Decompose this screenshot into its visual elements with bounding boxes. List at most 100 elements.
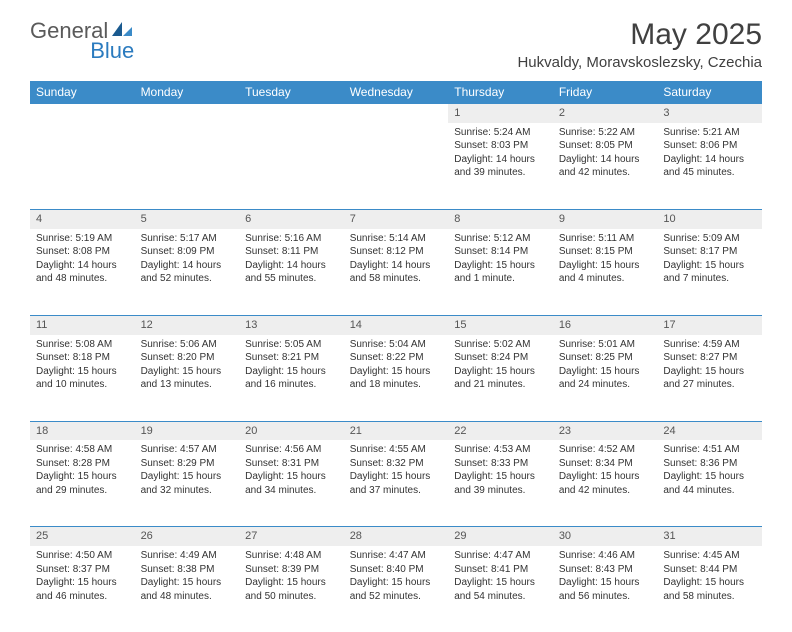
- sunset-text: Sunset: 8:36 PM: [663, 457, 756, 471]
- daylight-text-2: and 4 minutes.: [559, 272, 652, 286]
- day-number: 14: [344, 315, 449, 335]
- dow-wednesday: Wednesday: [344, 81, 449, 103]
- day-content: Sunrise: 5:24 AMSunset: 8:03 PMDaylight:…: [448, 123, 553, 186]
- day-content: Sunrise: 5:22 AMSunset: 8:05 PMDaylight:…: [553, 123, 658, 186]
- week-content-row: Sunrise: 5:24 AMSunset: 8:03 PMDaylight:…: [30, 123, 762, 209]
- day-number: 13: [239, 315, 344, 335]
- sunrise-text: Sunrise: 4:59 AM: [663, 338, 756, 352]
- day-content: Sunrise: 5:02 AMSunset: 8:24 PMDaylight:…: [448, 335, 553, 398]
- week-daynum-row: 45678910: [30, 209, 762, 229]
- day-content: Sunrise: 4:45 AMSunset: 8:44 PMDaylight:…: [657, 546, 762, 609]
- day-content: Sunrise: 4:50 AMSunset: 8:37 PMDaylight:…: [30, 546, 135, 609]
- daylight-text-1: Daylight: 15 hours: [245, 576, 338, 590]
- dow-monday: Monday: [135, 81, 240, 103]
- sunrise-text: Sunrise: 4:45 AM: [663, 549, 756, 563]
- sunset-text: Sunset: 8:41 PM: [454, 563, 547, 577]
- sunrise-text: Sunrise: 4:52 AM: [559, 443, 652, 457]
- day-content: Sunrise: 4:56 AMSunset: 8:31 PMDaylight:…: [239, 440, 344, 503]
- daylight-text-2: and 10 minutes.: [36, 378, 129, 392]
- day-number: 5: [135, 209, 240, 229]
- daylight-text-1: Daylight: 14 hours: [454, 153, 547, 167]
- sunset-text: Sunset: 8:05 PM: [559, 139, 652, 153]
- sunset-text: Sunset: 8:44 PM: [663, 563, 756, 577]
- sunrise-text: Sunrise: 4:57 AM: [141, 443, 234, 457]
- week-content-row: Sunrise: 5:19 AMSunset: 8:08 PMDaylight:…: [30, 229, 762, 315]
- dow-sunday: Sunday: [30, 81, 135, 103]
- sunrise-text: Sunrise: 5:17 AM: [141, 232, 234, 246]
- day-number: 11: [30, 315, 135, 335]
- week-daynum-row: 11121314151617: [30, 315, 762, 335]
- daylight-text-1: Daylight: 14 hours: [245, 259, 338, 273]
- daylight-text-2: and 50 minutes.: [245, 590, 338, 604]
- empty-day: [344, 103, 449, 123]
- day-content: Sunrise: 4:46 AMSunset: 8:43 PMDaylight:…: [553, 546, 658, 609]
- sunrise-text: Sunrise: 5:22 AM: [559, 126, 652, 140]
- empty-day: [30, 103, 135, 123]
- day-content: Sunrise: 5:08 AMSunset: 8:18 PMDaylight:…: [30, 335, 135, 398]
- sunrise-text: Sunrise: 4:48 AM: [245, 549, 338, 563]
- day-content: Sunrise: 4:51 AMSunset: 8:36 PMDaylight:…: [657, 440, 762, 503]
- dow-thursday: Thursday: [448, 81, 553, 103]
- daylight-text-1: Daylight: 14 hours: [350, 259, 443, 273]
- week-content-row: Sunrise: 4:50 AMSunset: 8:37 PMDaylight:…: [30, 546, 762, 632]
- day-number: 4: [30, 209, 135, 229]
- daylight-text-1: Daylight: 15 hours: [36, 365, 129, 379]
- sunset-text: Sunset: 8:27 PM: [663, 351, 756, 365]
- daylight-text-2: and 52 minutes.: [350, 590, 443, 604]
- sunset-text: Sunset: 8:20 PM: [141, 351, 234, 365]
- sunset-text: Sunset: 8:29 PM: [141, 457, 234, 471]
- day-content: Sunrise: 5:01 AMSunset: 8:25 PMDaylight:…: [553, 335, 658, 398]
- day-content: Sunrise: 4:58 AMSunset: 8:28 PMDaylight:…: [30, 440, 135, 503]
- sunset-text: Sunset: 8:11 PM: [245, 245, 338, 259]
- daylight-text-2: and 52 minutes.: [141, 272, 234, 286]
- sunset-text: Sunset: 8:21 PM: [245, 351, 338, 365]
- day-content: Sunrise: 5:06 AMSunset: 8:20 PMDaylight:…: [135, 335, 240, 398]
- sunset-text: Sunset: 8:22 PM: [350, 351, 443, 365]
- daylight-text-2: and 55 minutes.: [245, 272, 338, 286]
- day-content: Sunrise: 5:11 AMSunset: 8:15 PMDaylight:…: [553, 229, 658, 292]
- day-number: 20: [239, 421, 344, 441]
- sunrise-text: Sunrise: 5:08 AM: [36, 338, 129, 352]
- sunset-text: Sunset: 8:18 PM: [36, 351, 129, 365]
- day-content: Sunrise: 4:57 AMSunset: 8:29 PMDaylight:…: [135, 440, 240, 503]
- sunset-text: Sunset: 8:34 PM: [559, 457, 652, 471]
- daylight-text-1: Daylight: 15 hours: [350, 470, 443, 484]
- sunrise-text: Sunrise: 5:12 AM: [454, 232, 547, 246]
- day-number: 19: [135, 421, 240, 441]
- daylight-text-1: Daylight: 15 hours: [245, 365, 338, 379]
- daylight-text-1: Daylight: 15 hours: [454, 365, 547, 379]
- dow-row: Sunday Monday Tuesday Wednesday Thursday…: [30, 81, 762, 103]
- day-content: Sunrise: 4:47 AMSunset: 8:41 PMDaylight:…: [448, 546, 553, 609]
- day-content: Sunrise: 4:59 AMSunset: 8:27 PMDaylight:…: [657, 335, 762, 398]
- daylight-text-2: and 44 minutes.: [663, 484, 756, 498]
- day-number: 29: [448, 526, 553, 546]
- sunrise-text: Sunrise: 5:19 AM: [36, 232, 129, 246]
- daylight-text-1: Daylight: 15 hours: [663, 576, 756, 590]
- logo: GeneralBlue: [30, 18, 134, 64]
- sunset-text: Sunset: 8:31 PM: [245, 457, 338, 471]
- daylight-text-2: and 34 minutes.: [245, 484, 338, 498]
- daylight-text-2: and 46 minutes.: [36, 590, 129, 604]
- day-number: 24: [657, 421, 762, 441]
- logo-text-blue: Blue: [90, 38, 134, 63]
- sunrise-text: Sunrise: 5:14 AM: [350, 232, 443, 246]
- daylight-text-2: and 45 minutes.: [663, 166, 756, 180]
- daylight-text-1: Daylight: 15 hours: [350, 576, 443, 590]
- week-content-row: Sunrise: 5:08 AMSunset: 8:18 PMDaylight:…: [30, 335, 762, 421]
- sunset-text: Sunset: 8:37 PM: [36, 563, 129, 577]
- sunrise-text: Sunrise: 4:49 AM: [141, 549, 234, 563]
- day-number: 15: [448, 315, 553, 335]
- daylight-text-1: Daylight: 15 hours: [559, 365, 652, 379]
- sunset-text: Sunset: 8:43 PM: [559, 563, 652, 577]
- daylight-text-1: Daylight: 14 hours: [141, 259, 234, 273]
- day-number: 9: [553, 209, 658, 229]
- daylight-text-1: Daylight: 14 hours: [36, 259, 129, 273]
- sunrise-text: Sunrise: 5:24 AM: [454, 126, 547, 140]
- sunrise-text: Sunrise: 5:05 AM: [245, 338, 338, 352]
- day-number: 16: [553, 315, 658, 335]
- day-content: Sunrise: 5:12 AMSunset: 8:14 PMDaylight:…: [448, 229, 553, 292]
- sunset-text: Sunset: 8:14 PM: [454, 245, 547, 259]
- day-number: 3: [657, 103, 762, 123]
- day-number: 30: [553, 526, 658, 546]
- daylight-text-2: and 27 minutes.: [663, 378, 756, 392]
